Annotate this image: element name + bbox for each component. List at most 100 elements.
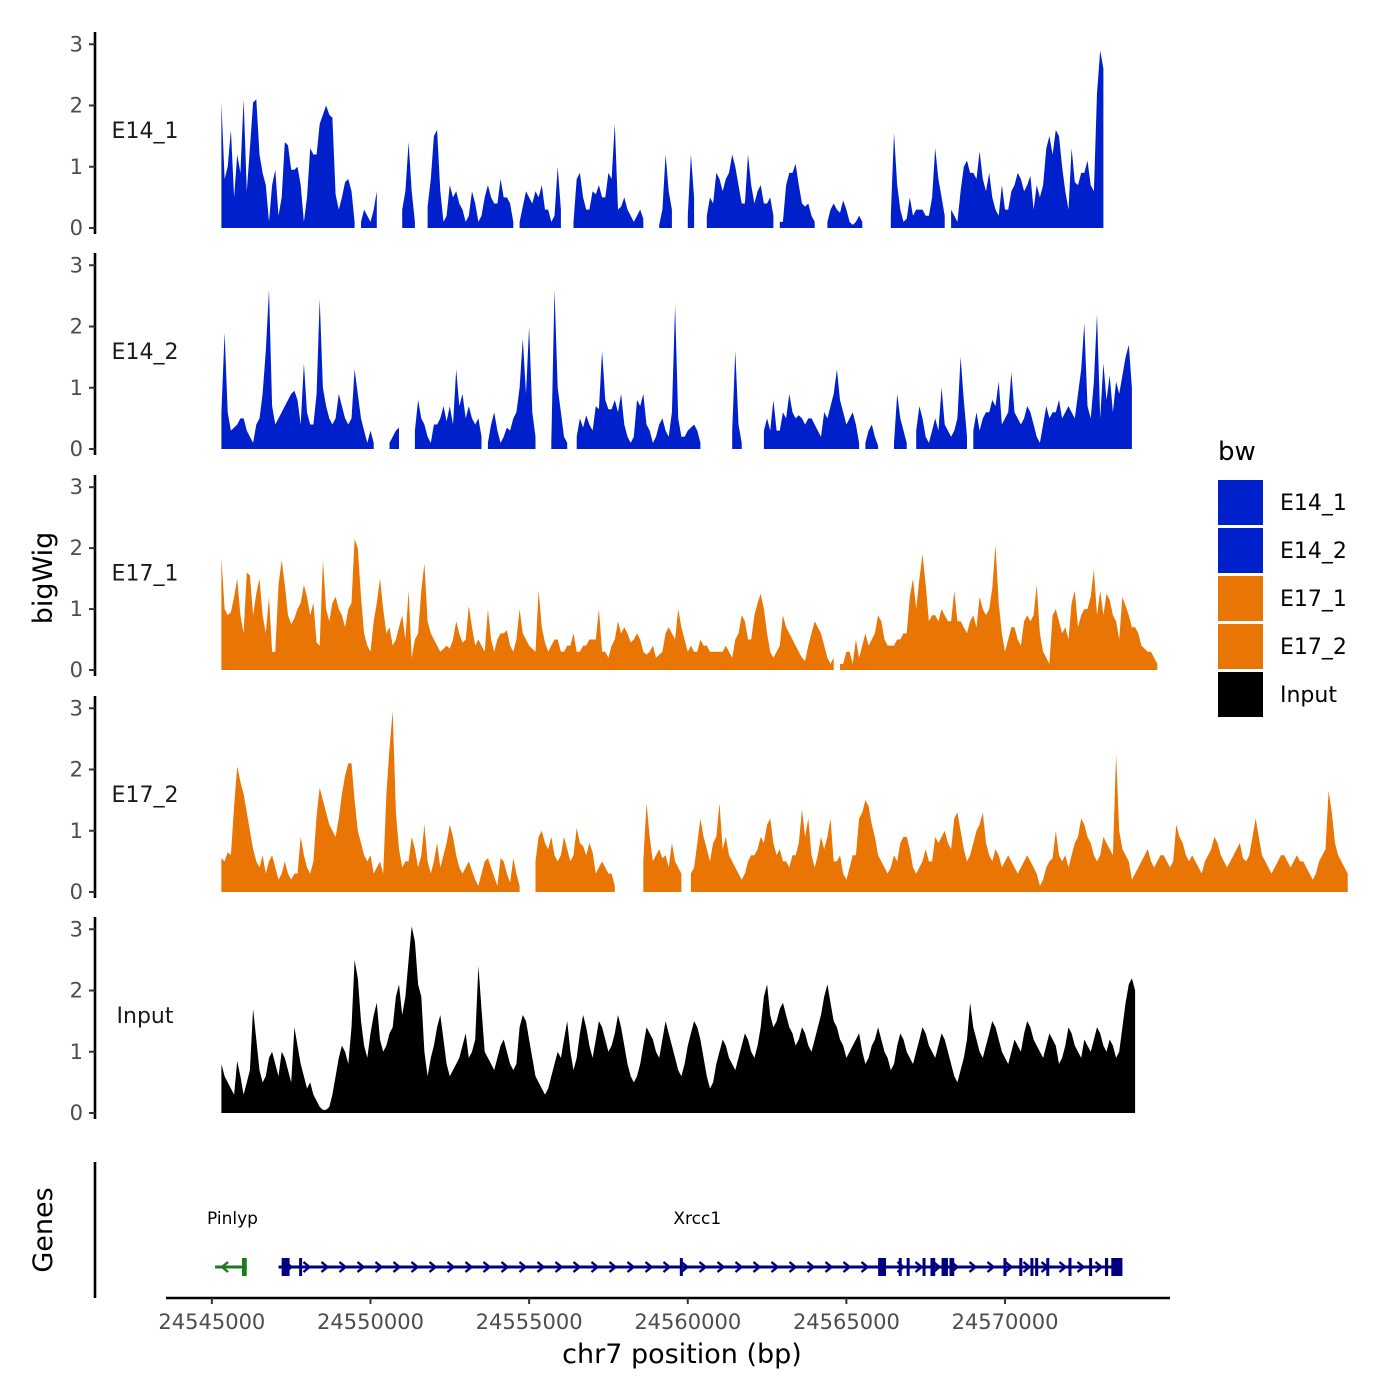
legend: bw E14_1 E14_2 E17_1 E17_2 Input (1218, 437, 1347, 717)
track-Input: 0 1 2 3 Input (70, 917, 1136, 1125)
strand-arrow (428, 1261, 438, 1273)
exon (922, 1258, 926, 1276)
track-E14_2: 0 1 2 3 E14_2 (70, 253, 1132, 461)
exon (1046, 1258, 1050, 1276)
y-tick-label: 0 (70, 437, 83, 461)
track-label-E14_1: E14_1 (112, 119, 179, 144)
legend-label-Input: Input (1280, 683, 1337, 708)
y-tick-label: 2 (70, 536, 83, 560)
strand-arrow (644, 1261, 654, 1273)
signal-area-Input (221, 926, 1136, 1113)
x-tick-label: 24545000 (158, 1310, 265, 1334)
strand-arrow (752, 1261, 762, 1273)
legend-label-E17_1: E17_1 (1280, 587, 1347, 612)
exon (679, 1258, 683, 1276)
y-tick-label: 3 (70, 32, 83, 56)
legend-key-E17_1 (1218, 576, 1263, 621)
strand-arrow (482, 1261, 492, 1273)
exon (1030, 1258, 1034, 1276)
y-tick-label: 0 (70, 216, 83, 240)
exon (299, 1258, 303, 1276)
strand-arrow (716, 1261, 726, 1273)
y-tick-label: 3 (70, 696, 83, 720)
strand-arrow (320, 1261, 330, 1273)
legend-key-E14_1 (1218, 480, 1263, 525)
strand-arrow (698, 1261, 708, 1273)
strand-arrow (662, 1261, 672, 1273)
strand-arrow (220, 1261, 229, 1273)
legend-title: bw (1218, 437, 1256, 467)
signal-area-E14_1 (361, 191, 377, 228)
strand-arrow (1094, 1261, 1104, 1273)
strand-arrow (1076, 1261, 1086, 1273)
y-axis-title-group: bigWig (28, 532, 59, 625)
signal-area-E14_2 (973, 314, 1132, 449)
signal-area-E14_2 (487, 326, 536, 449)
signal-area-E14_1 (519, 166, 561, 228)
strand-arrow (860, 1261, 870, 1273)
y-tick-label: 2 (70, 94, 83, 118)
y-axis-title: bigWig (28, 532, 59, 625)
strand-arrow (1058, 1261, 1068, 1273)
x-axis: 24545000 24550000 24555000 24560000 24565000… (158, 1296, 1170, 1334)
signal-area-E14_1 (573, 123, 644, 228)
x-tick-label: 24550000 (317, 1310, 424, 1334)
signal-area-E14_2 (221, 289, 374, 449)
exon (1003, 1258, 1007, 1276)
y-tick-label: 0 (70, 658, 83, 682)
strand-arrow (500, 1261, 510, 1273)
strand-arrow (770, 1261, 780, 1273)
signal-area-E14_1 (890, 133, 945, 228)
x-tick-label: 24565000 (793, 1310, 900, 1334)
track-label-E17_1: E17_1 (112, 562, 179, 587)
signal-area-E14_2 (551, 289, 568, 449)
exon (1104, 1258, 1109, 1276)
gene-Xrcc1: Xrcc1 (278, 1209, 1123, 1276)
strand-arrow (554, 1261, 564, 1273)
strand-arrow (374, 1261, 384, 1273)
exon (242, 1258, 247, 1276)
strand-arrow (1004, 1261, 1014, 1273)
x-tick-label: 24560000 (634, 1310, 741, 1334)
exon (878, 1258, 887, 1276)
strand-arrow (680, 1261, 690, 1273)
exon (1019, 1258, 1023, 1276)
strand-arrow (410, 1261, 420, 1273)
y-tick-label: 2 (70, 979, 83, 1003)
strand-arrow (446, 1261, 456, 1273)
exon (906, 1258, 910, 1276)
tracks: 0 1 2 3 E14_1 0 1 2 3 E14_2 0 1 2 3 E17_1 0 1 2 3 E17_2 0 1 2 3… (70, 32, 1348, 1125)
gene-Pinlyp: Pinlyp (207, 1209, 258, 1276)
signal-area-E17_2 (643, 803, 682, 892)
signal-area-E14_1 (779, 163, 815, 228)
y-tick-label: 1 (70, 597, 83, 621)
legend-key-E14_2 (1218, 528, 1263, 573)
signal-area-E14_1 (951, 50, 1104, 229)
strand-arrow (824, 1261, 834, 1273)
y-tick-label: 0 (70, 1101, 83, 1125)
track-E14_1: 0 1 2 3 E14_1 (70, 32, 1104, 240)
exon (1089, 1258, 1093, 1276)
y-tick-label: 2 (70, 758, 83, 782)
strand-arrow (518, 1261, 528, 1273)
exon (1111, 1258, 1123, 1276)
y-tick-label: 1 (70, 819, 83, 843)
x-axis-title: chr7 position (bp) (562, 1339, 802, 1370)
signal-area-E14_2 (916, 357, 967, 449)
signal-area-E14_1 (827, 200, 863, 228)
y-tick-label: 0 (70, 880, 83, 904)
signal-area-E14_2 (894, 393, 907, 449)
gene-label-Xrcc1: Xrcc1 (673, 1209, 721, 1229)
exon (1068, 1258, 1072, 1276)
strand-arrow (536, 1261, 546, 1273)
signal-area-E17_1 (221, 539, 834, 670)
legend-key-E17_2 (1218, 624, 1263, 669)
y-tick-label: 3 (70, 475, 83, 499)
genes-axis-title: Genes (28, 1187, 59, 1272)
strand-arrow (1022, 1261, 1032, 1273)
y-tick-label: 1 (70, 1040, 83, 1064)
strand-arrow (356, 1261, 366, 1273)
signal-area-E14_1 (687, 154, 695, 228)
signal-area-E14_1 (659, 154, 672, 228)
